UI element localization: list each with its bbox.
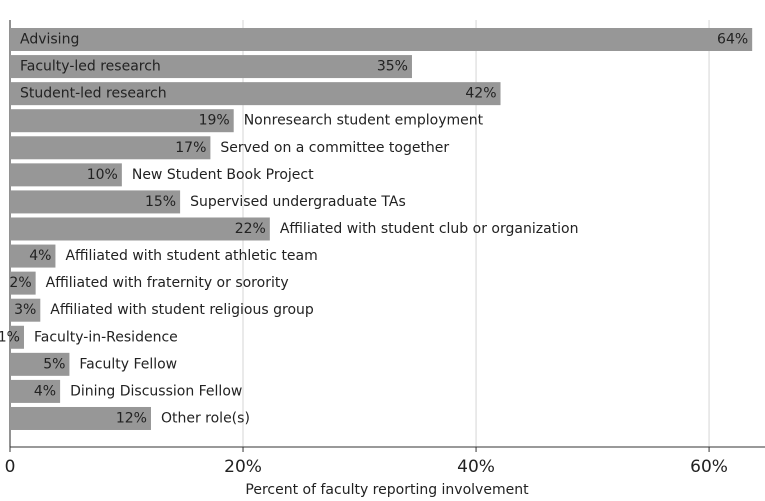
category-label: Affiliated with student religious group [50,302,314,318]
value-label: 1% [0,329,20,345]
value-label: 35% [377,59,408,75]
x-tick-label: 60% [690,457,728,477]
value-label: 2% [9,275,31,291]
value-label: 4% [34,383,56,399]
category-label: Served on a committee together [220,140,449,156]
bar [10,406,151,430]
bar [10,190,181,214]
category-label: Other role(s) [161,410,250,426]
bar [10,136,211,160]
bar [10,109,234,133]
value-label: 64% [717,32,748,48]
bar [10,352,70,376]
bar [10,325,24,349]
x-tick-label: 20% [224,457,262,477]
value-label: 22% [235,221,266,237]
x-axis-label: Percent of faculty reporting involvement [245,482,529,498]
value-label: 17% [175,140,206,156]
bar [10,55,412,79]
category-label: Affiliated with student club or organiza… [280,221,579,237]
value-label: 12% [116,410,147,426]
category-label: Student-led research [20,86,167,102]
category-label: Affiliated with student athletic team [65,248,317,264]
category-label: Dining Discussion Fellow [70,383,242,399]
x-tick-label: 40% [457,457,495,477]
value-label: 3% [14,302,36,318]
category-label: Faculty-in-Residence [34,329,178,345]
category-label: New Student Book Project [132,167,314,183]
bar [10,82,501,106]
value-label: 4% [29,248,51,264]
bar [10,163,122,187]
bar [10,28,753,51]
x-tick-label: 0 [5,457,16,477]
bar [10,244,56,268]
category-label: Faculty-led research [20,59,161,75]
value-label: 42% [465,86,496,102]
value-label: 5% [43,356,65,372]
category-label: Affiliated with fraternity or sorority [46,275,289,291]
value-label: 15% [145,194,176,210]
bar [10,217,270,241]
category-label: Faculty Fellow [79,356,177,372]
category-label: Advising [20,32,79,48]
bar [10,379,61,403]
bar [10,298,41,322]
value-label: 19% [199,113,230,129]
value-label: 10% [87,167,118,183]
bar [10,271,36,295]
category-label: Nonresearch student employment [244,113,484,129]
category-label: Supervised undergraduate TAs [190,194,406,210]
